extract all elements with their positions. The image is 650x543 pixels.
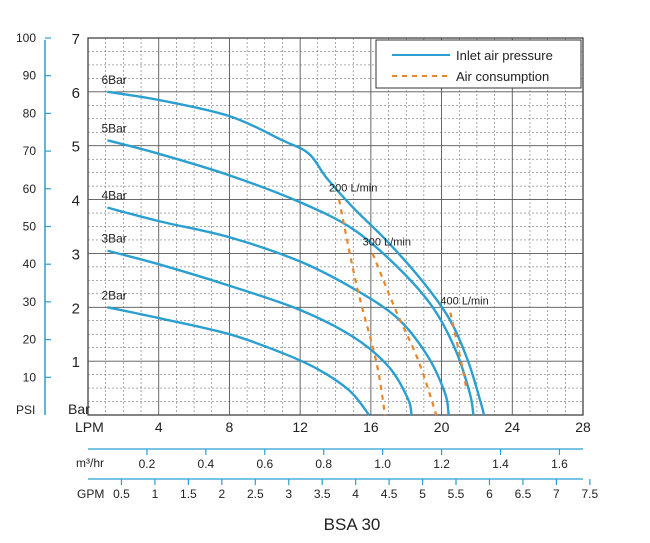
gpm-tick-label: 6.5 xyxy=(515,487,532,501)
m3hr-tick-label: 1.4 xyxy=(492,457,509,471)
m3hr-axis-label: m³/hr xyxy=(76,456,104,470)
curve-label: 5Bar xyxy=(101,121,126,135)
psi-tick-label: 90 xyxy=(23,69,37,83)
bar-tick-label: 2 xyxy=(72,300,80,317)
legend-box xyxy=(375,39,582,89)
legend-air-label: Air consumption xyxy=(456,69,549,84)
psi-tick-label: 40 xyxy=(23,257,37,271)
gpm-tick-label: 7 xyxy=(553,487,560,501)
gpm-tick-label: 2.5 xyxy=(247,487,264,501)
bar-tick-label: 4 xyxy=(72,193,80,210)
bar-tick-label: 5 xyxy=(72,139,80,156)
lpm-tick-label: 24 xyxy=(504,419,520,435)
psi-tick-label: 60 xyxy=(23,182,37,196)
curve-label: 4Bar xyxy=(101,189,126,203)
gpm-tick-label: 1 xyxy=(152,487,159,501)
gpm-tick-label: 6 xyxy=(486,487,493,501)
m3hr-tick-label: 0.4 xyxy=(198,457,215,471)
gpm-tick-label: 3.5 xyxy=(314,487,331,501)
curves-group xyxy=(107,90,486,416)
bar-tick-label: 7 xyxy=(72,31,80,48)
inlet-curve-6bar xyxy=(107,90,486,416)
air-curve-200-l-min xyxy=(337,199,387,416)
gpm-tick-label: 3 xyxy=(285,487,292,501)
psi-tick-label: 30 xyxy=(23,295,37,309)
gpm-tick-label: 0.5 xyxy=(113,487,130,501)
gpm-tick-label: 5 xyxy=(419,487,426,501)
bar-unit-label: Bar xyxy=(68,401,90,417)
m3hr-tick-label: 0.6 xyxy=(256,457,273,471)
legend-inlet-label: Inlet air pressure xyxy=(456,48,553,63)
bar-tick-label: 1 xyxy=(72,354,80,371)
gpm-axis-label: GPM xyxy=(77,487,104,501)
gpm-tick-label: 7.5 xyxy=(582,487,599,501)
lpm-tick-label: 12 xyxy=(292,419,308,435)
bar-tick-label: 6 xyxy=(72,85,80,102)
lpm-axis-ticks: 4 8 12 16 20 24 28 xyxy=(155,419,591,435)
inlet-curve-4bar xyxy=(107,206,450,416)
psi-tick-label: 50 xyxy=(23,220,37,234)
bar-axis-ticks: 1 2 3 4 5 6 7 xyxy=(72,31,80,371)
bar-tick-label: 3 xyxy=(72,246,80,263)
gpm-tick-label: 4.5 xyxy=(381,487,398,501)
legend: Inlet air pressure Air consumption xyxy=(375,39,582,89)
m3hr-tick-label: 1.2 xyxy=(433,457,450,471)
m3hr-axis-ticks: 0.2 0.4 0.6 0.8 1.0 1.2 1.4 1.6 xyxy=(139,449,568,471)
psi-tick-label: 80 xyxy=(23,106,37,120)
inlet-curve-2bar xyxy=(107,306,371,416)
m3hr-tick-label: 1.6 xyxy=(551,457,568,471)
curve-label: 3Bar xyxy=(101,232,126,246)
air-curve-400-l-min xyxy=(449,312,468,389)
lpm-tick-label: 28 xyxy=(575,419,591,435)
curve-label: 6Bar xyxy=(101,73,126,87)
psi-tick-label: 70 xyxy=(23,144,37,158)
lpm-tick-label: 4 xyxy=(155,419,163,435)
inlet-curve-3bar xyxy=(107,249,413,416)
lpm-tick-label: 20 xyxy=(434,419,450,435)
gpm-tick-label: 4 xyxy=(352,487,359,501)
gpm-tick-label: 2 xyxy=(218,487,225,501)
m3hr-tick-label: 0.8 xyxy=(315,457,332,471)
air-curve-label: 200 L/min xyxy=(329,183,377,195)
psi-axis-ticks: 10 20 30 40 50 60 70 80 90 100 xyxy=(16,31,51,384)
m3hr-tick-label: 0.2 xyxy=(139,457,156,471)
gpm-axis-ticks: 0.5 1 1.5 2 2.5 3 3.5 4 4.5 5 5.5 6 6.5 7 7.5 xyxy=(113,479,599,501)
psi-axis-label: PSI xyxy=(16,403,35,417)
m3hr-tick-label: 1.0 xyxy=(374,457,391,471)
lpm-tick-label: 16 xyxy=(363,419,379,435)
air-curve-label: 300 L/min xyxy=(363,236,411,248)
air-curve-label: 400 L/min xyxy=(440,296,488,308)
curve-label: 2Bar xyxy=(101,288,126,302)
grid xyxy=(88,38,583,415)
curve-labels-group: 6Bar 5Bar 4Bar 3Bar 2Bar 200 L/min 300 L/min 40… xyxy=(101,73,488,308)
chart-title: BSA 30 xyxy=(324,515,381,534)
gpm-tick-label: 5.5 xyxy=(448,487,465,501)
psi-tick-label: 100 xyxy=(16,31,36,45)
lpm-unit-label: LPM xyxy=(75,419,104,435)
psi-tick-label: 20 xyxy=(23,333,37,347)
inlet-curve-5bar xyxy=(107,139,475,416)
gpm-tick-label: 1.5 xyxy=(180,487,197,501)
psi-tick-label: 10 xyxy=(23,370,37,384)
lpm-tick-label: 8 xyxy=(226,419,234,435)
